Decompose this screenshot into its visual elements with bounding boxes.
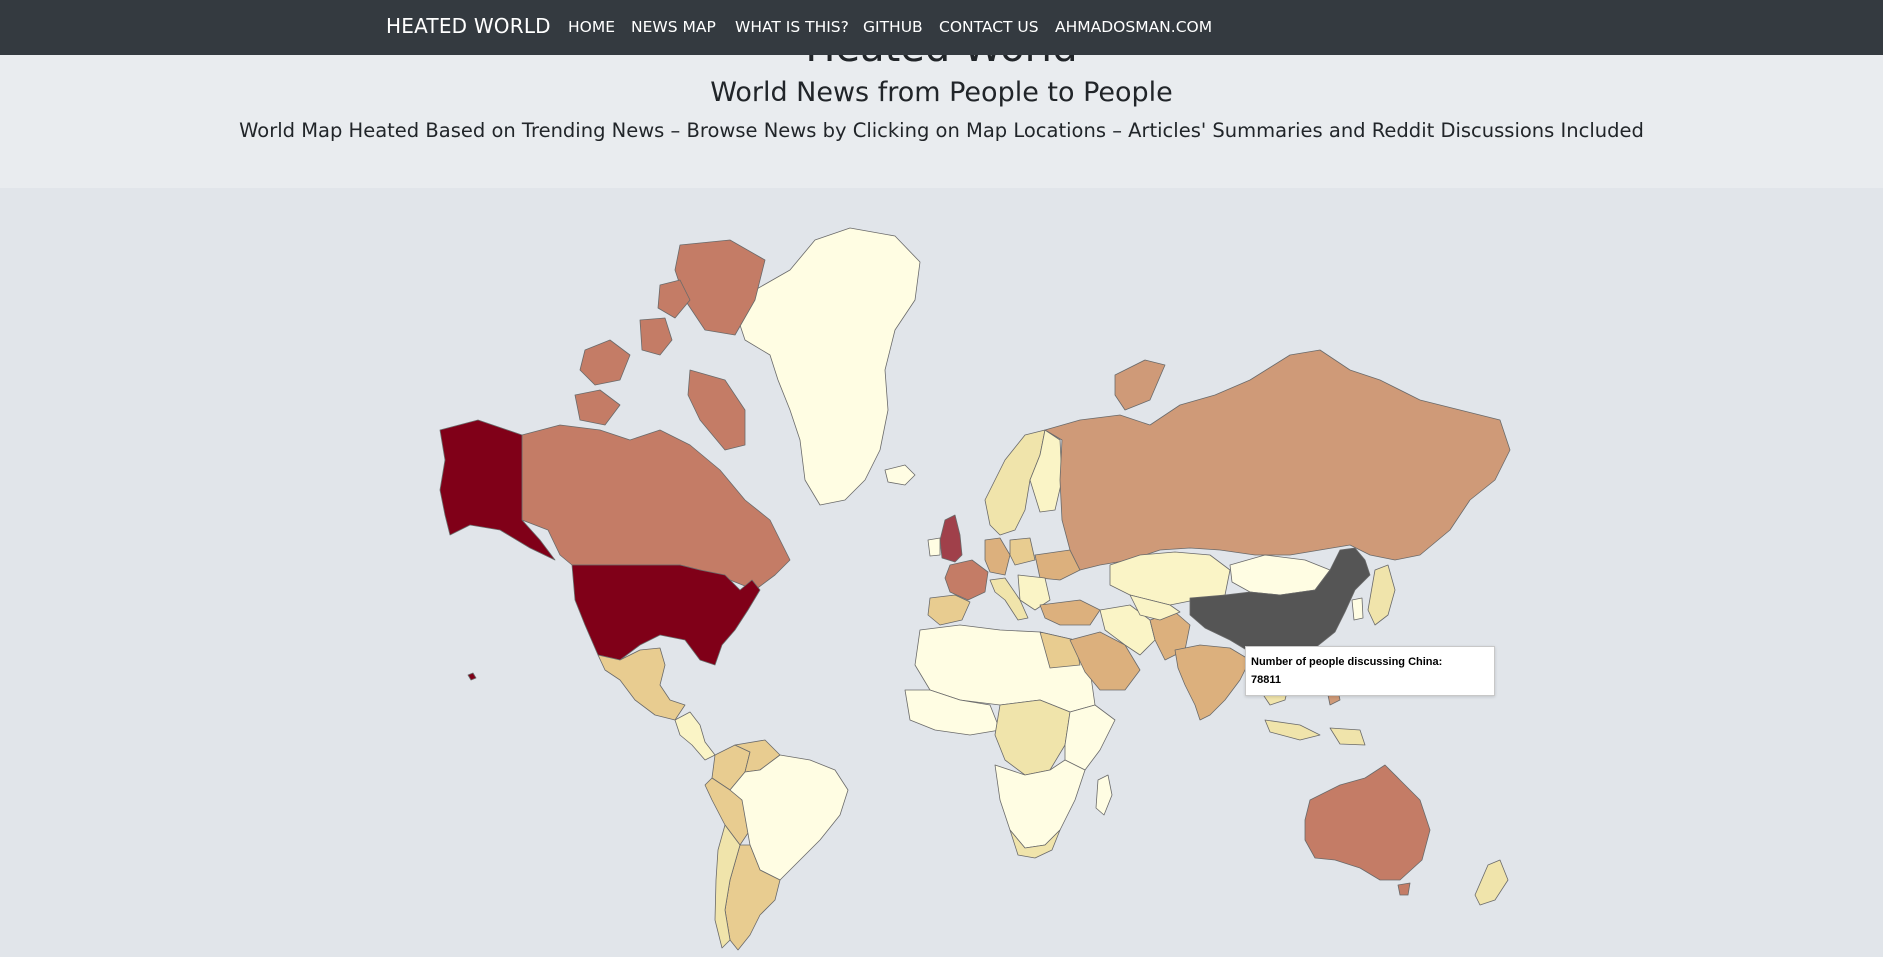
country-canada-islands-6[interactable] xyxy=(574,389,621,426)
country-russia-islands[interactable] xyxy=(1114,359,1166,411)
country-mongolia[interactable] xyxy=(1229,554,1331,596)
country-canada[interactable] xyxy=(521,424,791,591)
country-russia[interactable] xyxy=(1044,349,1511,571)
country-italy[interactable] xyxy=(989,577,1029,621)
country-saudi-arabia[interactable] xyxy=(1069,631,1141,691)
country-canada-islands-1[interactable] xyxy=(674,239,766,336)
country-central-america[interactable] xyxy=(674,711,716,761)
nav-github[interactable]: GITHUB xyxy=(863,18,923,36)
tooltip-value: 78811 xyxy=(1251,674,1281,686)
country-united-kingdom[interactable] xyxy=(939,514,963,563)
country-indonesia-2[interactable] xyxy=(1329,727,1366,746)
nav-contact-us[interactable]: CONTACT US xyxy=(939,18,1039,36)
country-canada-islands-5[interactable] xyxy=(657,279,691,319)
country-indonesia-1[interactable] xyxy=(1264,719,1321,741)
country-spain[interactable] xyxy=(927,594,971,626)
country-new-zealand[interactable] xyxy=(1474,859,1509,906)
country-chile[interactable] xyxy=(714,824,741,949)
hero-banner: Heated World World News from People to P… xyxy=(0,55,1883,188)
page-description: World Map Heated Based on Trending News … xyxy=(239,119,1644,142)
country-tooltip: Number of people discussing China: 78811 xyxy=(1245,646,1495,696)
country-china[interactable] xyxy=(1189,547,1371,661)
country-germany[interactable] xyxy=(984,537,1011,576)
country-egypt[interactable] xyxy=(1039,631,1081,669)
country-australia[interactable] xyxy=(1304,764,1431,881)
brand-link[interactable]: HEATED WORLD xyxy=(386,14,551,38)
country-canada-islands-3[interactable] xyxy=(639,317,673,356)
nav-ahmadosman[interactable]: AHMADOSMAN.COM xyxy=(1055,18,1213,36)
page-subtitle: World News from People to People xyxy=(710,77,1173,108)
tooltip-label: Number of people discussing China: xyxy=(1251,656,1443,668)
country-alaska[interactable] xyxy=(439,419,556,561)
country-ireland[interactable] xyxy=(927,537,941,557)
world-map[interactable] xyxy=(0,188,1883,957)
country-japan[interactable] xyxy=(1367,564,1396,626)
page-title: Heated World xyxy=(0,55,1883,71)
country-iran[interactable] xyxy=(1099,604,1156,656)
country-canada-islands-4[interactable] xyxy=(687,369,746,451)
country-canada-islands-2[interactable] xyxy=(579,339,631,386)
country-tasmania[interactable] xyxy=(1397,882,1411,896)
country-mexico[interactable] xyxy=(597,647,686,721)
top-navbar: HEATED WORLD HOME NEWS MAP WHAT IS THIS?… xyxy=(0,0,1883,55)
nav-what-is-this[interactable]: WHAT IS THIS? xyxy=(735,18,849,36)
country-madagascar[interactable] xyxy=(1095,774,1113,816)
country-ukraine[interactable] xyxy=(1034,549,1081,581)
country-poland[interactable] xyxy=(1009,537,1036,566)
country-france[interactable] xyxy=(944,559,989,601)
country-turkey[interactable] xyxy=(1039,599,1101,626)
country-korea[interactable] xyxy=(1351,597,1364,621)
world-map-container: Number of people discussing China: 78811 xyxy=(0,188,1883,957)
country-brazil[interactable] xyxy=(729,754,849,881)
country-southern-africa[interactable] xyxy=(994,759,1086,849)
country-iceland[interactable] xyxy=(884,464,916,486)
country-finland[interactable] xyxy=(1029,429,1063,513)
nav-news-map[interactable]: NEWS MAP xyxy=(631,18,716,36)
nav-home[interactable]: HOME xyxy=(568,18,616,36)
country-india[interactable] xyxy=(1174,644,1251,721)
country-south-africa[interactable] xyxy=(1009,829,1061,859)
country-central-asia[interactable] xyxy=(1129,594,1181,621)
country-east-africa[interactable] xyxy=(1064,704,1116,771)
country-hawaii[interactable] xyxy=(467,672,477,681)
